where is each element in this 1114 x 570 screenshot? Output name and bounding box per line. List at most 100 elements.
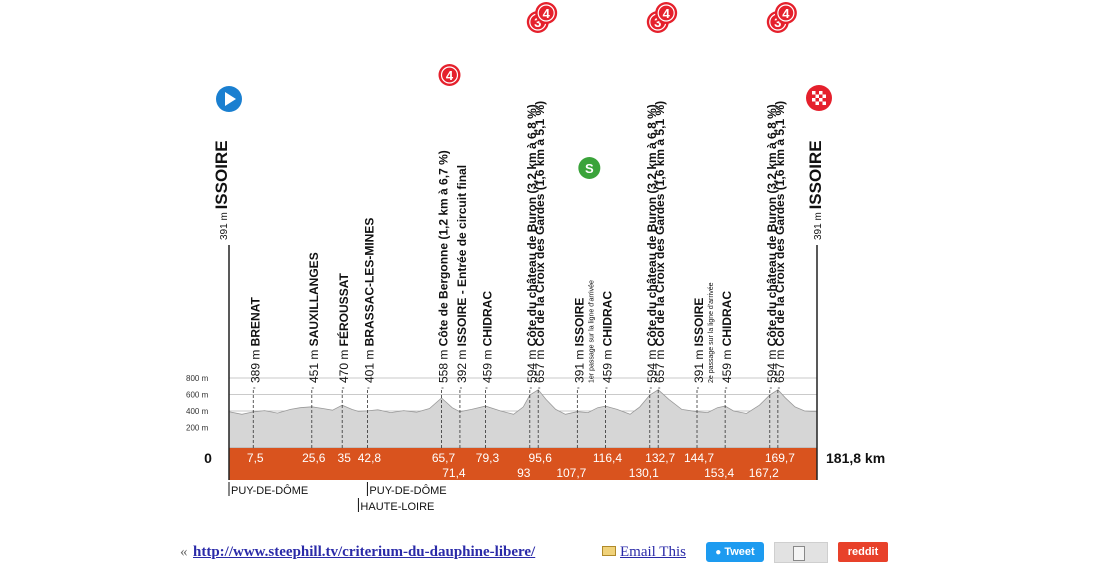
place-name: Col de la Croix des Gardes (1,6 km à 5,1… [773, 101, 787, 346]
place-label: 391 m ISSOIRE [572, 298, 586, 383]
region-label: PUY-DE-DÔME [369, 484, 446, 497]
km-mark-label: 25,6 [302, 451, 326, 465]
tweet-button[interactable]: ● Tweet [706, 542, 764, 562]
place-name: Côte du château de Buron (3,2 km à 6,8 %… [765, 104, 779, 346]
place-altitude: 470 m [337, 346, 351, 383]
place-label: 657 m Col de la Croix des Gardes (1,6 km… [773, 101, 787, 383]
place-altitude: 459 m [480, 346, 494, 383]
place-name: Col de la Croix des Gardes (1,6 km à 5,1… [533, 101, 547, 346]
checker-cell [822, 101, 826, 105]
share-footer: « http://www.steephill.tv/criterium-du-d… [0, 540, 1114, 566]
place-altitude: 391 m [692, 346, 706, 383]
sprint-icon-letter: S [585, 161, 594, 176]
place-altitude: 558 m [436, 346, 450, 383]
km-mark-label: 79,3 [476, 451, 500, 465]
stage-profile-chart: 200 m 400 m 600 m 800 m 0 181,8 km 7,5 25,6 35 4… [186, 2, 885, 513]
passage-note: 1er passage sur la ligne d'arrivée [588, 280, 595, 383]
place-name: ISSOIRE - Entrée de circuit final [455, 165, 469, 346]
place-altitude: 391 m [572, 346, 586, 383]
place-name: Col de la Croix des Gardes (1,6 km à 5,1… [653, 101, 667, 346]
twitter-bird-icon: ● [715, 547, 722, 558]
place-altitude: 594 m [645, 346, 659, 383]
place-label: 451 m SAUXILLANGES [307, 252, 321, 383]
km-mark-label: 35 [338, 451, 352, 465]
place-label: 594 m Côte du château de Buron (3,2 km à… [765, 104, 779, 383]
place-altitude: 594 m [765, 346, 779, 383]
y-tick-label: 400 m [186, 407, 209, 416]
place-altitude: 657 m [533, 346, 547, 383]
profile-area-layer [228, 389, 818, 449]
steephill-url-link[interactable]: http://www.steephill.tv/criterium-du-dau… [193, 544, 536, 560]
start-km-label: 0 [204, 450, 212, 466]
place-name: BRENAT [248, 297, 262, 347]
place-name: ISSOIRE [692, 298, 706, 347]
climb-category-label: 4 [663, 6, 671, 21]
checker-cell [819, 91, 823, 95]
place-altitude: 657 m [653, 346, 667, 383]
climb-category-ring [440, 66, 459, 84]
quote-mark: « [180, 544, 188, 560]
place-label: 401 m BRASSAC-LES-MINES [362, 218, 376, 383]
place-altitude: 401 m [362, 346, 376, 383]
leader-lines-layer [252, 387, 780, 448]
passage-note: 2e passage sur la ligne d'arrivée [708, 282, 715, 383]
distance-band-layer: 0 181,8 km 7,5 25,6 35 42,8 65,771,4 79,3 9395,6… [204, 245, 885, 480]
km-mark-label: 71,4 [442, 466, 466, 480]
km-mark-label: 107,7 [556, 466, 586, 480]
place-label: 459 m CHIDRAC [720, 291, 734, 383]
place-label: 392 m ISSOIRE - Entrée de circuit final [455, 165, 469, 383]
place-label: 459 m CHIDRAC [480, 291, 494, 383]
place-label: 558 m Côte de Bergonne (1,2 km à 6,7 %) [436, 150, 450, 383]
place-name: Côte de Bergonne (1,2 km à 6,7 %) [436, 150, 450, 346]
km-mark-label: 144,7 [684, 451, 714, 465]
play-icon-triangle [225, 92, 236, 106]
y-tick-label: 600 m [186, 391, 209, 400]
place-label: 391 m ISSOIRE [692, 298, 706, 383]
place-label: 594 m Côte du château de Buron (3,2 km à… [525, 104, 539, 383]
place-labels-layer: 391 m ISSOIRE 389 m BRENAT 451 m SAUXILLAN… [212, 101, 825, 513]
place-label: 459 m CHIDRAC [600, 291, 614, 383]
km-mark-label: 116,4 [593, 451, 622, 465]
climb-category-ring [537, 4, 555, 22]
place-label: 657 m Col de la Croix des Gardes (1,6 km… [533, 101, 547, 383]
place-name: ISSOIRE [212, 140, 231, 209]
climb-category-ring [777, 4, 795, 22]
place-name: CHIDRAC [480, 291, 494, 347]
km-mark-label: 169,7 [765, 451, 795, 465]
place-altitude: 459 m [720, 346, 734, 383]
reddit-button[interactable]: reddit [838, 542, 888, 562]
place-altitude: 459 m [600, 346, 614, 383]
elevation-profile-area [228, 389, 818, 449]
climb-category-label: 4 [446, 68, 454, 83]
print-button[interactable] [774, 542, 828, 563]
place-label: 657 m Col de la Croix des Gardes (1,6 km… [653, 101, 667, 383]
email-this-link[interactable]: Email This [620, 544, 686, 560]
checker-cell [815, 101, 819, 105]
document-icon [793, 546, 805, 561]
tweet-label: Tweet [724, 546, 755, 558]
km-mark-label: 7,5 [247, 451, 264, 465]
checker-cell [815, 94, 819, 98]
place-name: Côte du château de Buron (3,2 km à 6,8 %… [525, 104, 539, 346]
km-mark-label: 65,7 [432, 451, 456, 465]
place-name: SAUXILLANGES [307, 252, 321, 346]
km-mark-label: 130,1 [629, 466, 659, 480]
climb-category-label: 4 [782, 6, 790, 21]
reddit-label: reddit [847, 546, 879, 558]
region-label: HAUTE-LOIRE [360, 501, 434, 513]
km-mark-label: 95,6 [529, 451, 553, 465]
climb-category-label: 3 [654, 15, 661, 30]
km-mark-label: 42,8 [358, 451, 382, 465]
place-altitude: 391 m [219, 209, 230, 240]
region-label: PUY-DE-DÔME [231, 484, 308, 497]
y-tick-label: 200 m [186, 424, 209, 433]
place-altitude: 389 m [248, 346, 262, 383]
finish-km-label: 181,8 km [826, 450, 885, 466]
place-label: 391 m ISSOIRE [806, 140, 825, 240]
place-altitude: 657 m [773, 346, 787, 383]
place-label: 391 m ISSOIRE [212, 140, 231, 240]
place-name: FÉROUSSAT [336, 273, 351, 347]
place-label: 389 m BRENAT [248, 297, 262, 383]
km-mark-label: 153,4 [704, 466, 734, 480]
